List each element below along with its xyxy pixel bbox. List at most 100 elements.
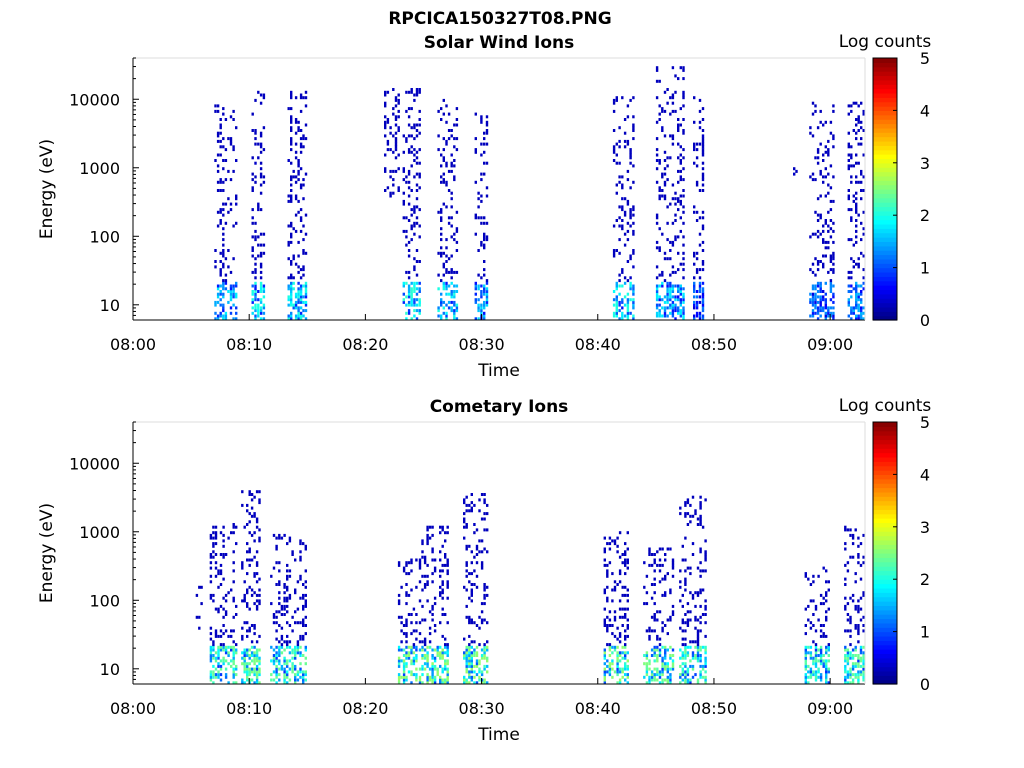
data-cell: [294, 317, 298, 321]
data-cell: [216, 295, 220, 299]
data-cell: [814, 662, 818, 666]
data-cell: [480, 221, 483, 225]
data-cell: [832, 284, 835, 288]
data-cell: [212, 599, 215, 603]
data-cell: [248, 626, 251, 630]
data-cell: [629, 287, 632, 291]
data-cell: [485, 115, 489, 119]
data-cell: [410, 648, 413, 652]
data-cell: [699, 656, 702, 660]
data-cell: [455, 270, 459, 274]
colorbar-segment: [873, 114, 897, 120]
data-cell: [822, 262, 825, 266]
data-cell: [623, 118, 627, 121]
data-cell: [431, 678, 434, 682]
data-cell: [468, 662, 471, 666]
colorbar-segment: [873, 215, 897, 221]
data-cell: [629, 98, 632, 102]
data-cell: [278, 561, 281, 565]
data-cell: [304, 656, 307, 660]
data-cell: [473, 531, 476, 535]
data-cell: [384, 126, 387, 130]
data-cell: [224, 118, 228, 121]
data-cell: [216, 134, 220, 138]
data-cell: [613, 542, 617, 546]
data-cell: [259, 298, 263, 302]
data-cell: [666, 678, 669, 682]
data-cell: [623, 210, 627, 214]
data-cell: [463, 681, 466, 685]
data-cell: [829, 281, 833, 285]
data-cell: [811, 287, 815, 291]
data-cell: [664, 553, 667, 556]
data-cell: [814, 178, 817, 182]
data-cell: [608, 662, 612, 666]
colorbar-tick-label: 0: [920, 311, 930, 330]
data-cell: [480, 194, 483, 198]
data-cell: [661, 126, 664, 130]
data-cell: [302, 309, 305, 313]
data-cell: [862, 651, 865, 655]
data-cell: [407, 303, 411, 307]
data-cell: [415, 298, 419, 302]
data-cell: [421, 667, 424, 671]
data-cell: [257, 202, 260, 206]
data-cell: [232, 561, 235, 565]
data-cell: [701, 150, 705, 154]
data-cell: [704, 539, 707, 543]
data-cell: [666, 164, 669, 168]
data-cell: [423, 583, 427, 586]
data-cell: [621, 317, 624, 321]
data-cell: [480, 120, 483, 124]
data-cell: [669, 298, 672, 302]
data-cell: [412, 651, 416, 655]
data-cell: [259, 254, 263, 258]
data-cell: [671, 610, 675, 614]
data-cell: [465, 648, 468, 652]
data-cell: [248, 531, 251, 535]
data-cell: [410, 150, 413, 154]
data-cell: [681, 558, 684, 562]
data-cell: [699, 654, 702, 657]
data-cell: [648, 667, 651, 671]
data-cell: [694, 618, 697, 622]
data-cell: [212, 681, 215, 685]
data-cell: [816, 197, 820, 201]
data-cell: [629, 254, 632, 258]
data-cell: [658, 118, 661, 121]
data-cell: [465, 667, 468, 671]
data-cell: [418, 563, 422, 567]
data-cell: [272, 533, 276, 537]
data-cell: [669, 591, 672, 595]
data-cell: [219, 664, 223, 668]
data-cell: [618, 678, 622, 682]
data-cell: [829, 199, 833, 203]
data-cell: [857, 129, 860, 132]
data-cell: [664, 667, 667, 671]
data-cell: [704, 555, 707, 559]
data-cell: [655, 148, 659, 152]
data-cell: [615, 249, 618, 252]
data-cell: [407, 645, 411, 649]
data-cell: [412, 656, 416, 660]
data-cell: [483, 664, 486, 668]
data-cell: [854, 624, 857, 627]
data-cell: [214, 317, 217, 321]
data-cell: [653, 558, 656, 562]
data-cell: [470, 621, 473, 625]
data-cell: [819, 634, 823, 638]
colorbar-segment: [873, 452, 897, 458]
colorbar-segment: [873, 271, 897, 277]
data-cell: [241, 626, 244, 630]
data-cell: [290, 139, 293, 143]
data-cell: [441, 651, 444, 655]
data-cell: [418, 311, 421, 315]
data-cell: [283, 583, 286, 586]
data-cell: [824, 120, 827, 124]
data-cell: [825, 670, 828, 674]
data-cell: [214, 561, 218, 565]
data-cell: [679, 202, 682, 206]
data-cell: [655, 276, 659, 280]
data-cell: [214, 607, 218, 611]
data-cell: [283, 599, 286, 603]
